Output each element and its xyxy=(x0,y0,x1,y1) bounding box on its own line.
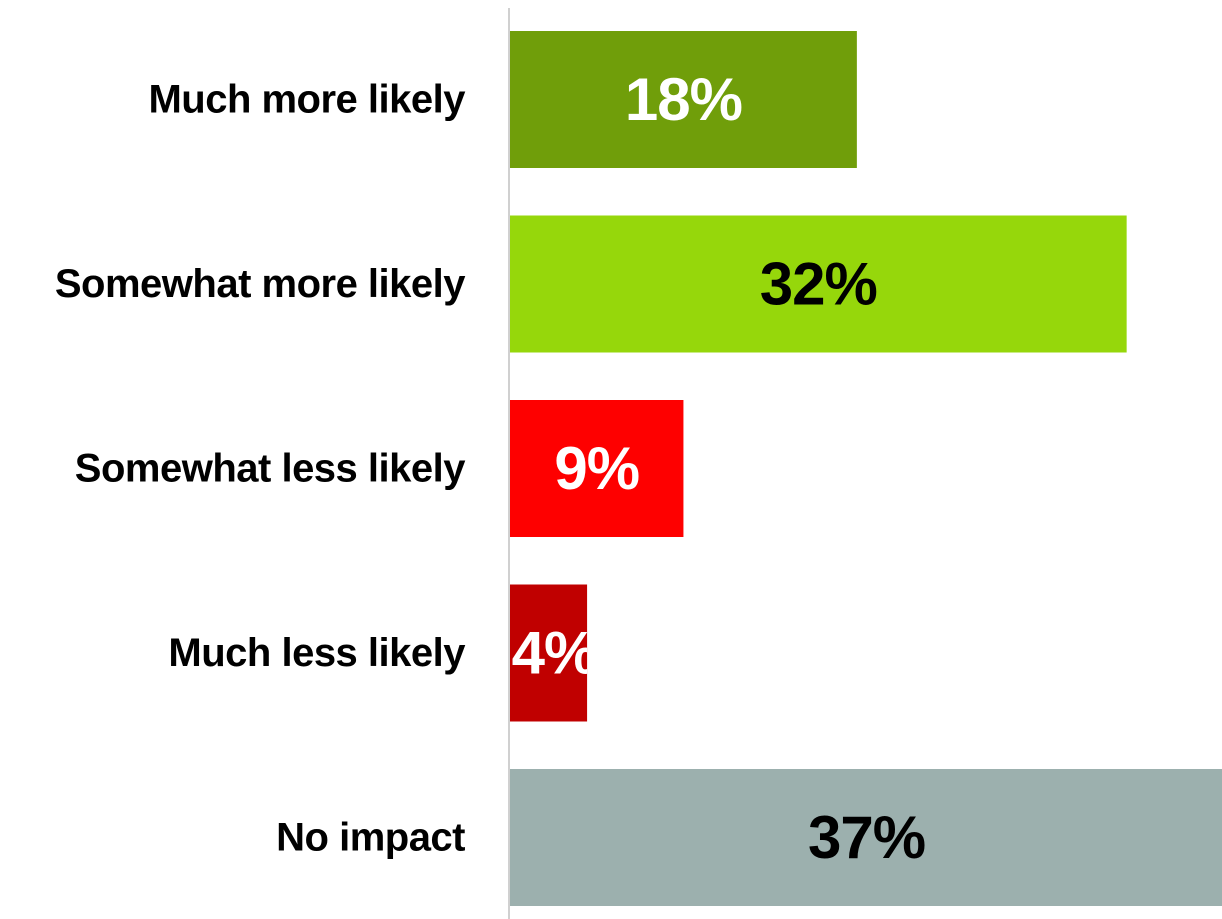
bar-no-impact xyxy=(510,769,1222,906)
bar-much-more-likely xyxy=(510,31,857,168)
category-label-no-impact: No impact xyxy=(276,816,465,860)
bar-somewhat-less-likely xyxy=(510,400,684,537)
category-label-somewhat-less-likely: Somewhat less likely xyxy=(75,447,466,491)
value-label-somewhat-less-likely: 9% xyxy=(554,435,639,502)
category-label-much-more-likely: Much more likely xyxy=(148,78,466,122)
bar-much-less-likely xyxy=(510,584,588,722)
category-labels-group: Much more likely Somewhat more likely Some… xyxy=(55,78,467,860)
value-label-somewhat-more-likely: 32% xyxy=(760,251,877,318)
value-label-much-less-likely: 4% xyxy=(512,620,597,687)
category-label-much-less-likely: Much less likely xyxy=(168,631,466,675)
category-label-somewhat-more-likely: Somewhat more likely xyxy=(55,262,466,306)
bar-somewhat-more-likely xyxy=(510,215,1127,353)
value-label-no-impact: 37% xyxy=(808,804,925,871)
value-label-much-more-likely: 18% xyxy=(625,66,742,133)
bars-group: 18% 32% 9% 4% 37% xyxy=(510,31,1222,906)
